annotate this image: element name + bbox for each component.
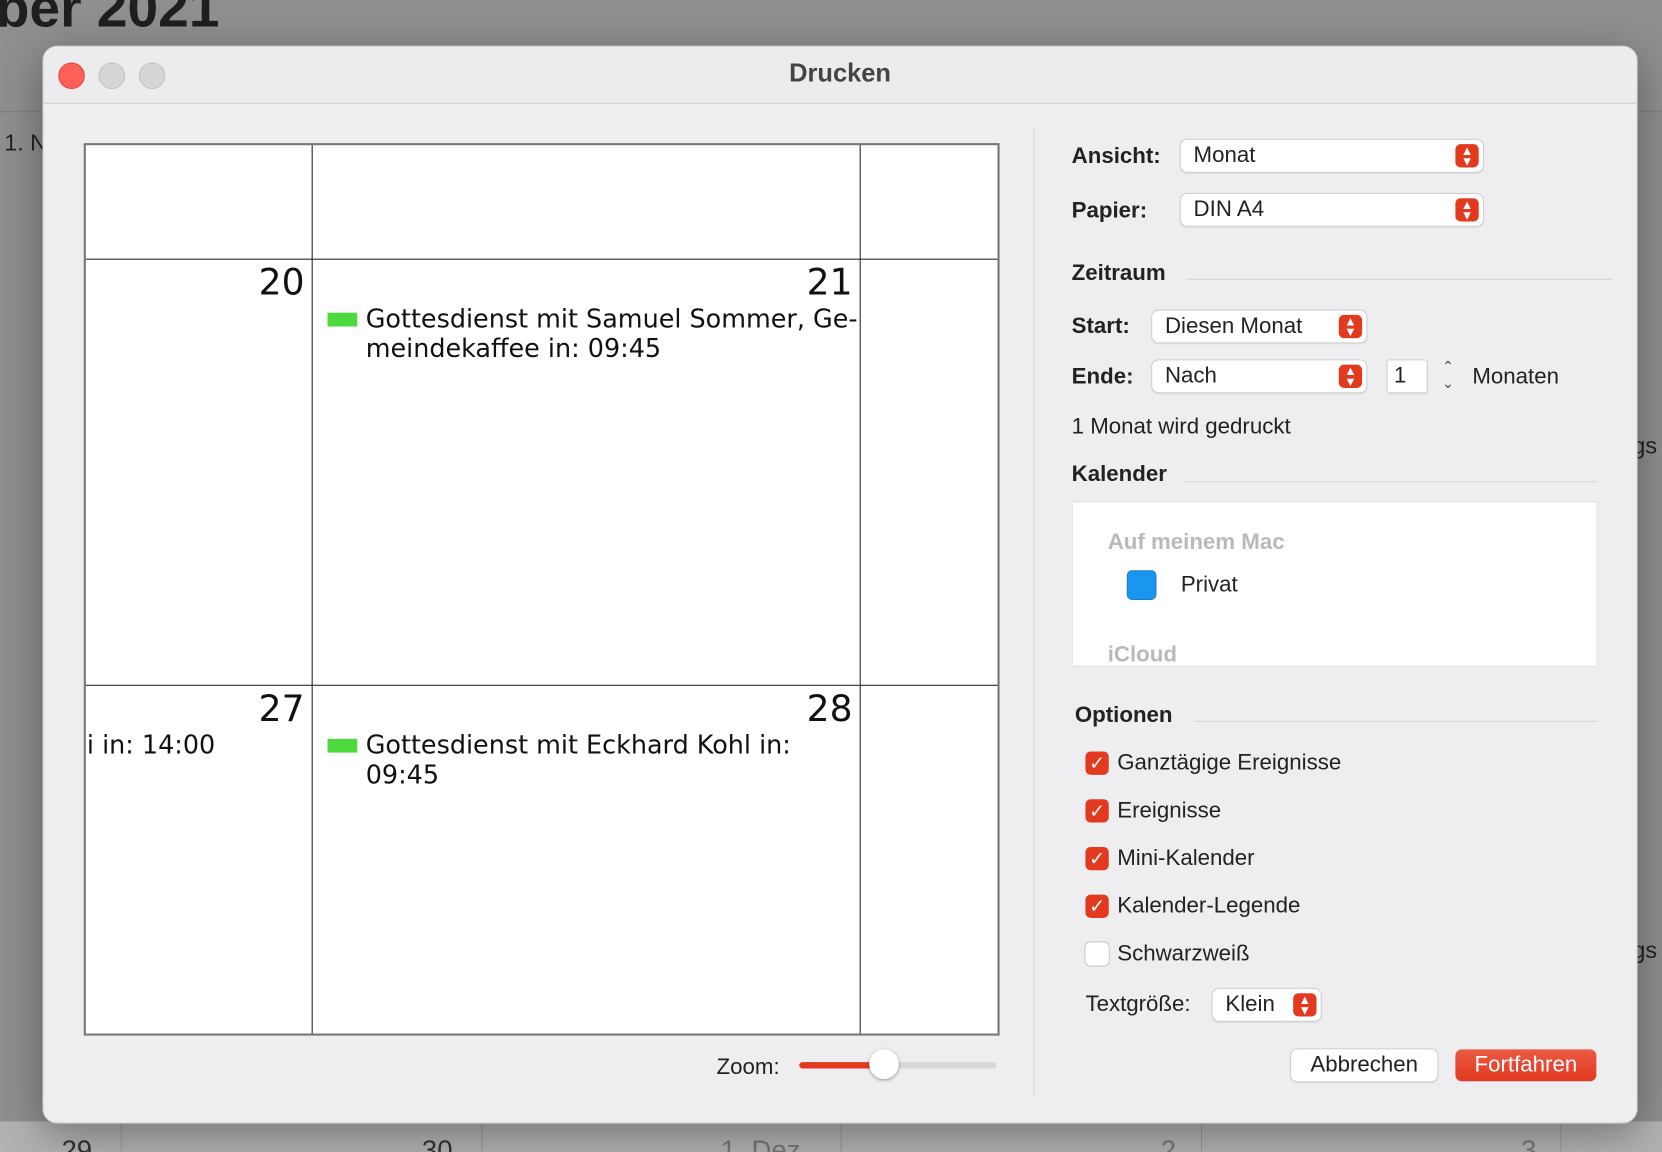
checkbox[interactable]: ✓ (1085, 846, 1109, 871)
view-select[interactable]: Monat ▲ ▼ (1180, 139, 1483, 172)
event-color-marker (327, 738, 358, 753)
title-bar: Drucken (43, 46, 1637, 104)
option-label: Ereignisse (1117, 798, 1222, 823)
view-label: Ansicht: (1071, 144, 1161, 169)
option-0[interactable]: ✓ Ganztägige Ereignisse (1085, 750, 1509, 778)
checkbox[interactable]: ✓ (1085, 751, 1109, 775)
option-label: Kalender-Legende (1117, 893, 1301, 918)
start-select[interactable]: Diesen Monat ▲ ▼ (1152, 310, 1367, 343)
event-text: Gottesdienst mit Eckhard Kohl in: 09:45 (365, 730, 791, 790)
option-label: Mini-Kalender (1117, 845, 1255, 871)
textsize-select[interactable]: Klein ▲ ▼ (1212, 988, 1321, 1021)
end-count-input[interactable]: 1 (1387, 360, 1427, 393)
calendar-list[interactable]: Auf meinem Mac Privat iCloud (1071, 501, 1598, 667)
option-4[interactable]: Schwarzweiß (1085, 941, 1509, 969)
zoom-slider[interactable] (799, 1049, 997, 1080)
chevron-updown-icon: ▲ ▼ (1338, 315, 1363, 338)
calendar-group-label: Auf meinem Mac (1107, 530, 1285, 555)
zoom-label: Zoom: (716, 1054, 780, 1080)
close-button[interactable] (58, 62, 85, 90)
zoom-slider-knob[interactable] (869, 1049, 899, 1080)
event-text: i in: 14:00 (86, 730, 216, 761)
paper-label: Papier: (1071, 198, 1148, 223)
background-day: 30 (421, 1134, 453, 1152)
paper-select[interactable]: DIN A4 ▲ ▼ (1180, 193, 1483, 226)
checkbox[interactable] (1085, 942, 1109, 966)
chevron-updown-icon: ▲ ▼ (1455, 144, 1479, 167)
end-label: Ende: (1071, 364, 1134, 390)
option-1[interactable]: ✓ Ereignisse (1085, 798, 1509, 826)
continue-button[interactable]: Fortfahren (1455, 1049, 1597, 1082)
checkbox[interactable]: ✓ (1085, 799, 1109, 823)
end-select[interactable]: Nach ▲ ▼ (1152, 360, 1367, 393)
event-color-marker (327, 312, 358, 327)
zoom-window-button[interactable] (138, 62, 166, 90)
chevron-updown-icon: ▲ ▼ (1455, 198, 1479, 222)
calendar-color-swatch[interactable] (1126, 570, 1157, 600)
background-week-row (0, 1121, 1662, 1152)
print-summary: 1 Monat wird gedruckt (1071, 414, 1291, 439)
end-count-stepper[interactable]: ⌃ ⌄ (1442, 358, 1454, 392)
day-number: 27 (258, 687, 305, 731)
event-text: Gottesdienst mit Samuel Sommer, Ge-meind… (365, 304, 858, 364)
option-3[interactable]: ✓ Kalender-Legende (1085, 894, 1509, 922)
period-heading: Zeitraum (1071, 260, 1166, 286)
window-title: Drucken (789, 59, 891, 88)
background-month-title: ber 2021 (0, 0, 220, 40)
checkbox[interactable]: ✓ (1085, 894, 1109, 918)
minimize-button[interactable] (98, 62, 126, 90)
divider (1033, 127, 1035, 1098)
print-dialog: Drucken 20 21 27 28 Gottesdienst mit Sam… (42, 45, 1638, 1124)
calendars-heading: Kalender (1071, 462, 1167, 487)
options-heading: Optionen (1074, 702, 1173, 728)
background-day: 29 (61, 1134, 93, 1152)
background-day: 1. Dez (720, 1134, 801, 1152)
calendar-group-label: iCloud (1107, 642, 1177, 667)
start-label: Start: (1071, 313, 1130, 339)
print-preview: 20 21 27 28 Gottesdienst mit Samuel Somm… (83, 143, 1000, 1036)
day-number: 20 (258, 261, 305, 305)
calendar-item-privat[interactable]: Privat (1126, 570, 1444, 602)
option-2[interactable]: ✓ Mini-Kalender (1085, 846, 1509, 874)
chevron-updown-icon: ▲ ▼ (1293, 993, 1317, 1017)
end-unit-label: Monaten (1472, 364, 1559, 390)
day-number: 21 (806, 261, 853, 305)
cancel-button[interactable]: Abbrechen (1291, 1049, 1438, 1082)
chevron-updown-icon: ▲ ▼ (1338, 365, 1363, 388)
day-number: 28 (806, 687, 853, 731)
textsize-label: Textgröße: (1085, 992, 1191, 1017)
background-day: 3 (1521, 1134, 1537, 1152)
option-label: Schwarzweiß (1117, 941, 1250, 966)
background-day: 2 (1160, 1134, 1177, 1152)
background-day-label: 1. N (4, 129, 48, 156)
option-label: Ganztägige Ereignisse (1117, 750, 1342, 775)
